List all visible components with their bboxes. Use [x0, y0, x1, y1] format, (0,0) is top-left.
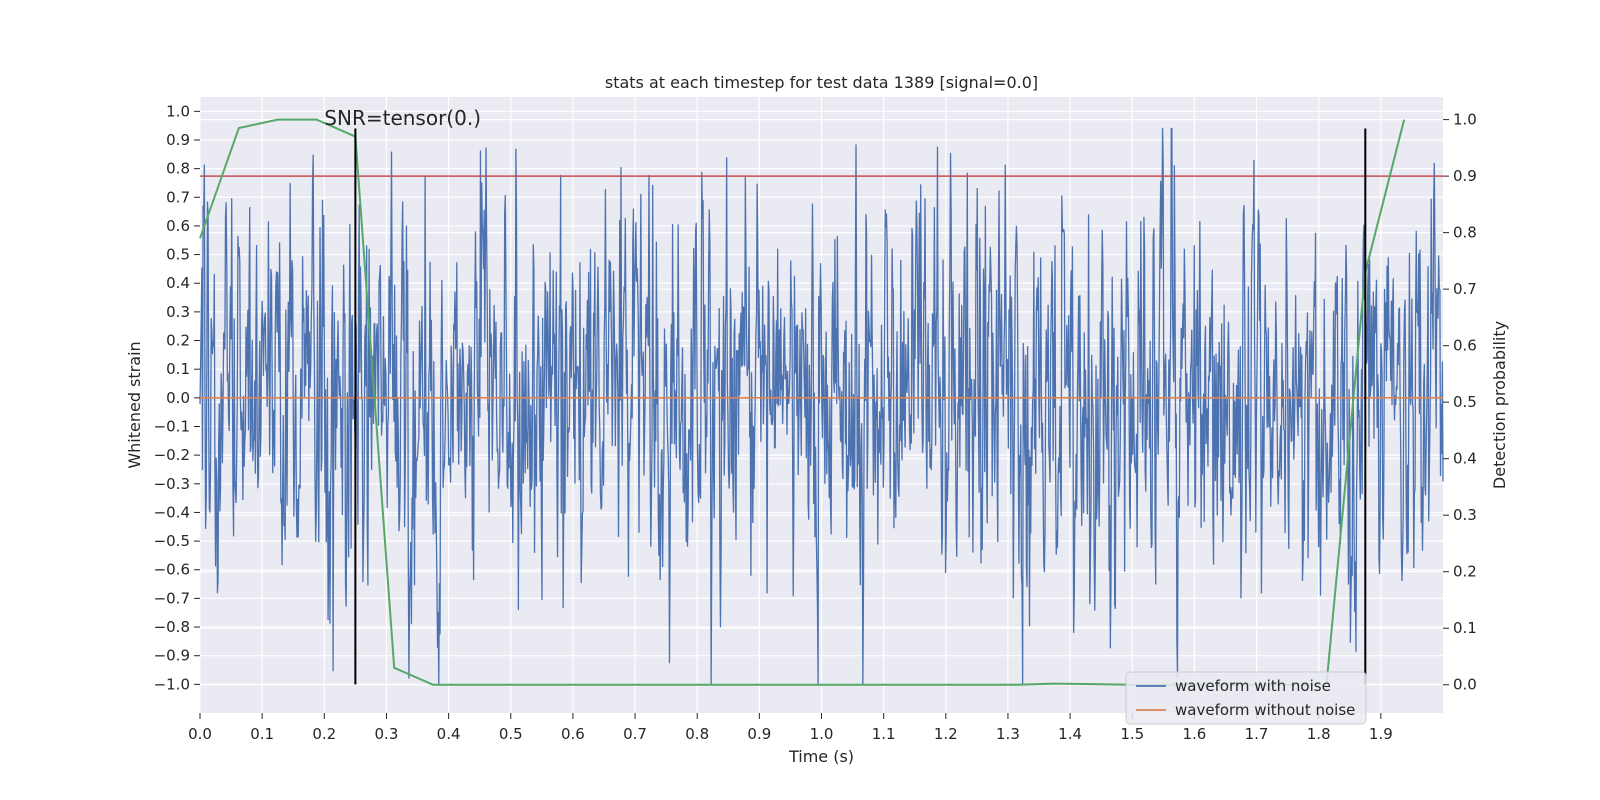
y2-tick-label: 0.0 — [1453, 676, 1477, 694]
x-tick-label: 0.3 — [375, 725, 399, 743]
x-tick-label: 0.7 — [623, 725, 647, 743]
x-tick-label: 1.4 — [1058, 725, 1082, 743]
snr-annotation: SNR=tensor(0.) — [324, 106, 481, 130]
x-tick-label: 0.0 — [188, 725, 212, 743]
y-tick-label: 0.4 — [166, 274, 190, 292]
y-tick-label: 0.5 — [166, 246, 190, 264]
y-tick-label: 0.8 — [166, 160, 190, 178]
y2-tick-label: 0.2 — [1453, 563, 1477, 581]
y2-tick-label: 0.1 — [1453, 619, 1477, 637]
y-tick-label: −0.7 — [154, 589, 190, 607]
x-tick-label: 1.2 — [934, 725, 958, 743]
x-tick-label: 1.8 — [1307, 725, 1331, 743]
axes: 0.0 0.1 0.2 0.3 0.4 0.5 0.6 0.7 0.8 0.9 1.0 1.1 1.2 1… — [154, 102, 1477, 743]
y-tick-label: −0.8 — [154, 618, 190, 636]
x-tick-label: 1.9 — [1369, 725, 1393, 743]
x-tick-label: 1.7 — [1245, 725, 1269, 743]
y2-tick-label: 0.8 — [1453, 224, 1477, 242]
legend: waveform with noise waveform without noi… — [1125, 671, 1367, 725]
x-tick-label: 0.2 — [312, 725, 336, 743]
y-tick-label: −0.1 — [154, 417, 190, 435]
y2-tick-label: 0.6 — [1453, 337, 1477, 355]
x-tick-label: 0.8 — [685, 725, 709, 743]
x-tick-label: 1.1 — [872, 725, 896, 743]
y-tick-label: 0.9 — [166, 131, 190, 149]
y2-tick-label: 1.0 — [1453, 111, 1477, 129]
x-tick-label: 0.1 — [250, 725, 274, 743]
y-tick-label: −1.0 — [154, 675, 190, 693]
x-tick-label: 1.3 — [996, 725, 1020, 743]
y-tick-label: 0.2 — [166, 332, 190, 350]
legend-label-noisy: waveform with noise — [1175, 677, 1331, 695]
y-tick-label: 0.6 — [166, 217, 190, 235]
y-tick-label: −0.6 — [154, 561, 190, 579]
x-tick-label: 0.6 — [561, 725, 585, 743]
y-tick-label: −0.4 — [154, 503, 190, 521]
y2-tick-label: 0.3 — [1453, 506, 1477, 524]
y-tick-label: 0.7 — [166, 188, 190, 206]
x-tick-label: 1.6 — [1182, 725, 1206, 743]
series-waveform-with-noise — [199, 127, 1444, 685]
x-axis-label: Time (s) — [788, 747, 854, 766]
legend-box — [1125, 671, 1367, 725]
y-tick-label: 1.0 — [166, 102, 190, 120]
x-tick-label: 1.5 — [1120, 725, 1144, 743]
y-tick-label: 0.3 — [166, 303, 190, 321]
x-tick-label: 0.4 — [437, 725, 461, 743]
x-tick-label: 1.0 — [810, 725, 834, 743]
x-tick-label: 0.9 — [747, 725, 771, 743]
chart-title: stats at each timestep for test data 138… — [605, 73, 1038, 92]
y-tick-label: 0.0 — [166, 389, 190, 407]
y-tick-label: −0.5 — [154, 532, 190, 550]
y-tick-label: −0.9 — [154, 647, 190, 665]
y2-axis-label: Detection probability — [1490, 321, 1509, 489]
y2-tick-label: 0.7 — [1453, 280, 1477, 298]
y2-tick-label: 0.9 — [1453, 167, 1477, 185]
y-axis-label: Whitened strain — [125, 341, 144, 468]
y-tick-label: −0.2 — [154, 446, 190, 464]
y-tick-label: 0.1 — [166, 360, 190, 378]
x-tick-label: 0.5 — [499, 725, 523, 743]
y-tick-label: −0.3 — [154, 475, 190, 493]
y2-tick-label: 0.4 — [1453, 450, 1477, 468]
legend-label-clean: waveform without noise — [1175, 701, 1355, 719]
data-series — [199, 118, 1444, 686]
grid-lines — [199, 97, 1443, 713]
y2-tick-label: 0.5 — [1453, 393, 1477, 411]
